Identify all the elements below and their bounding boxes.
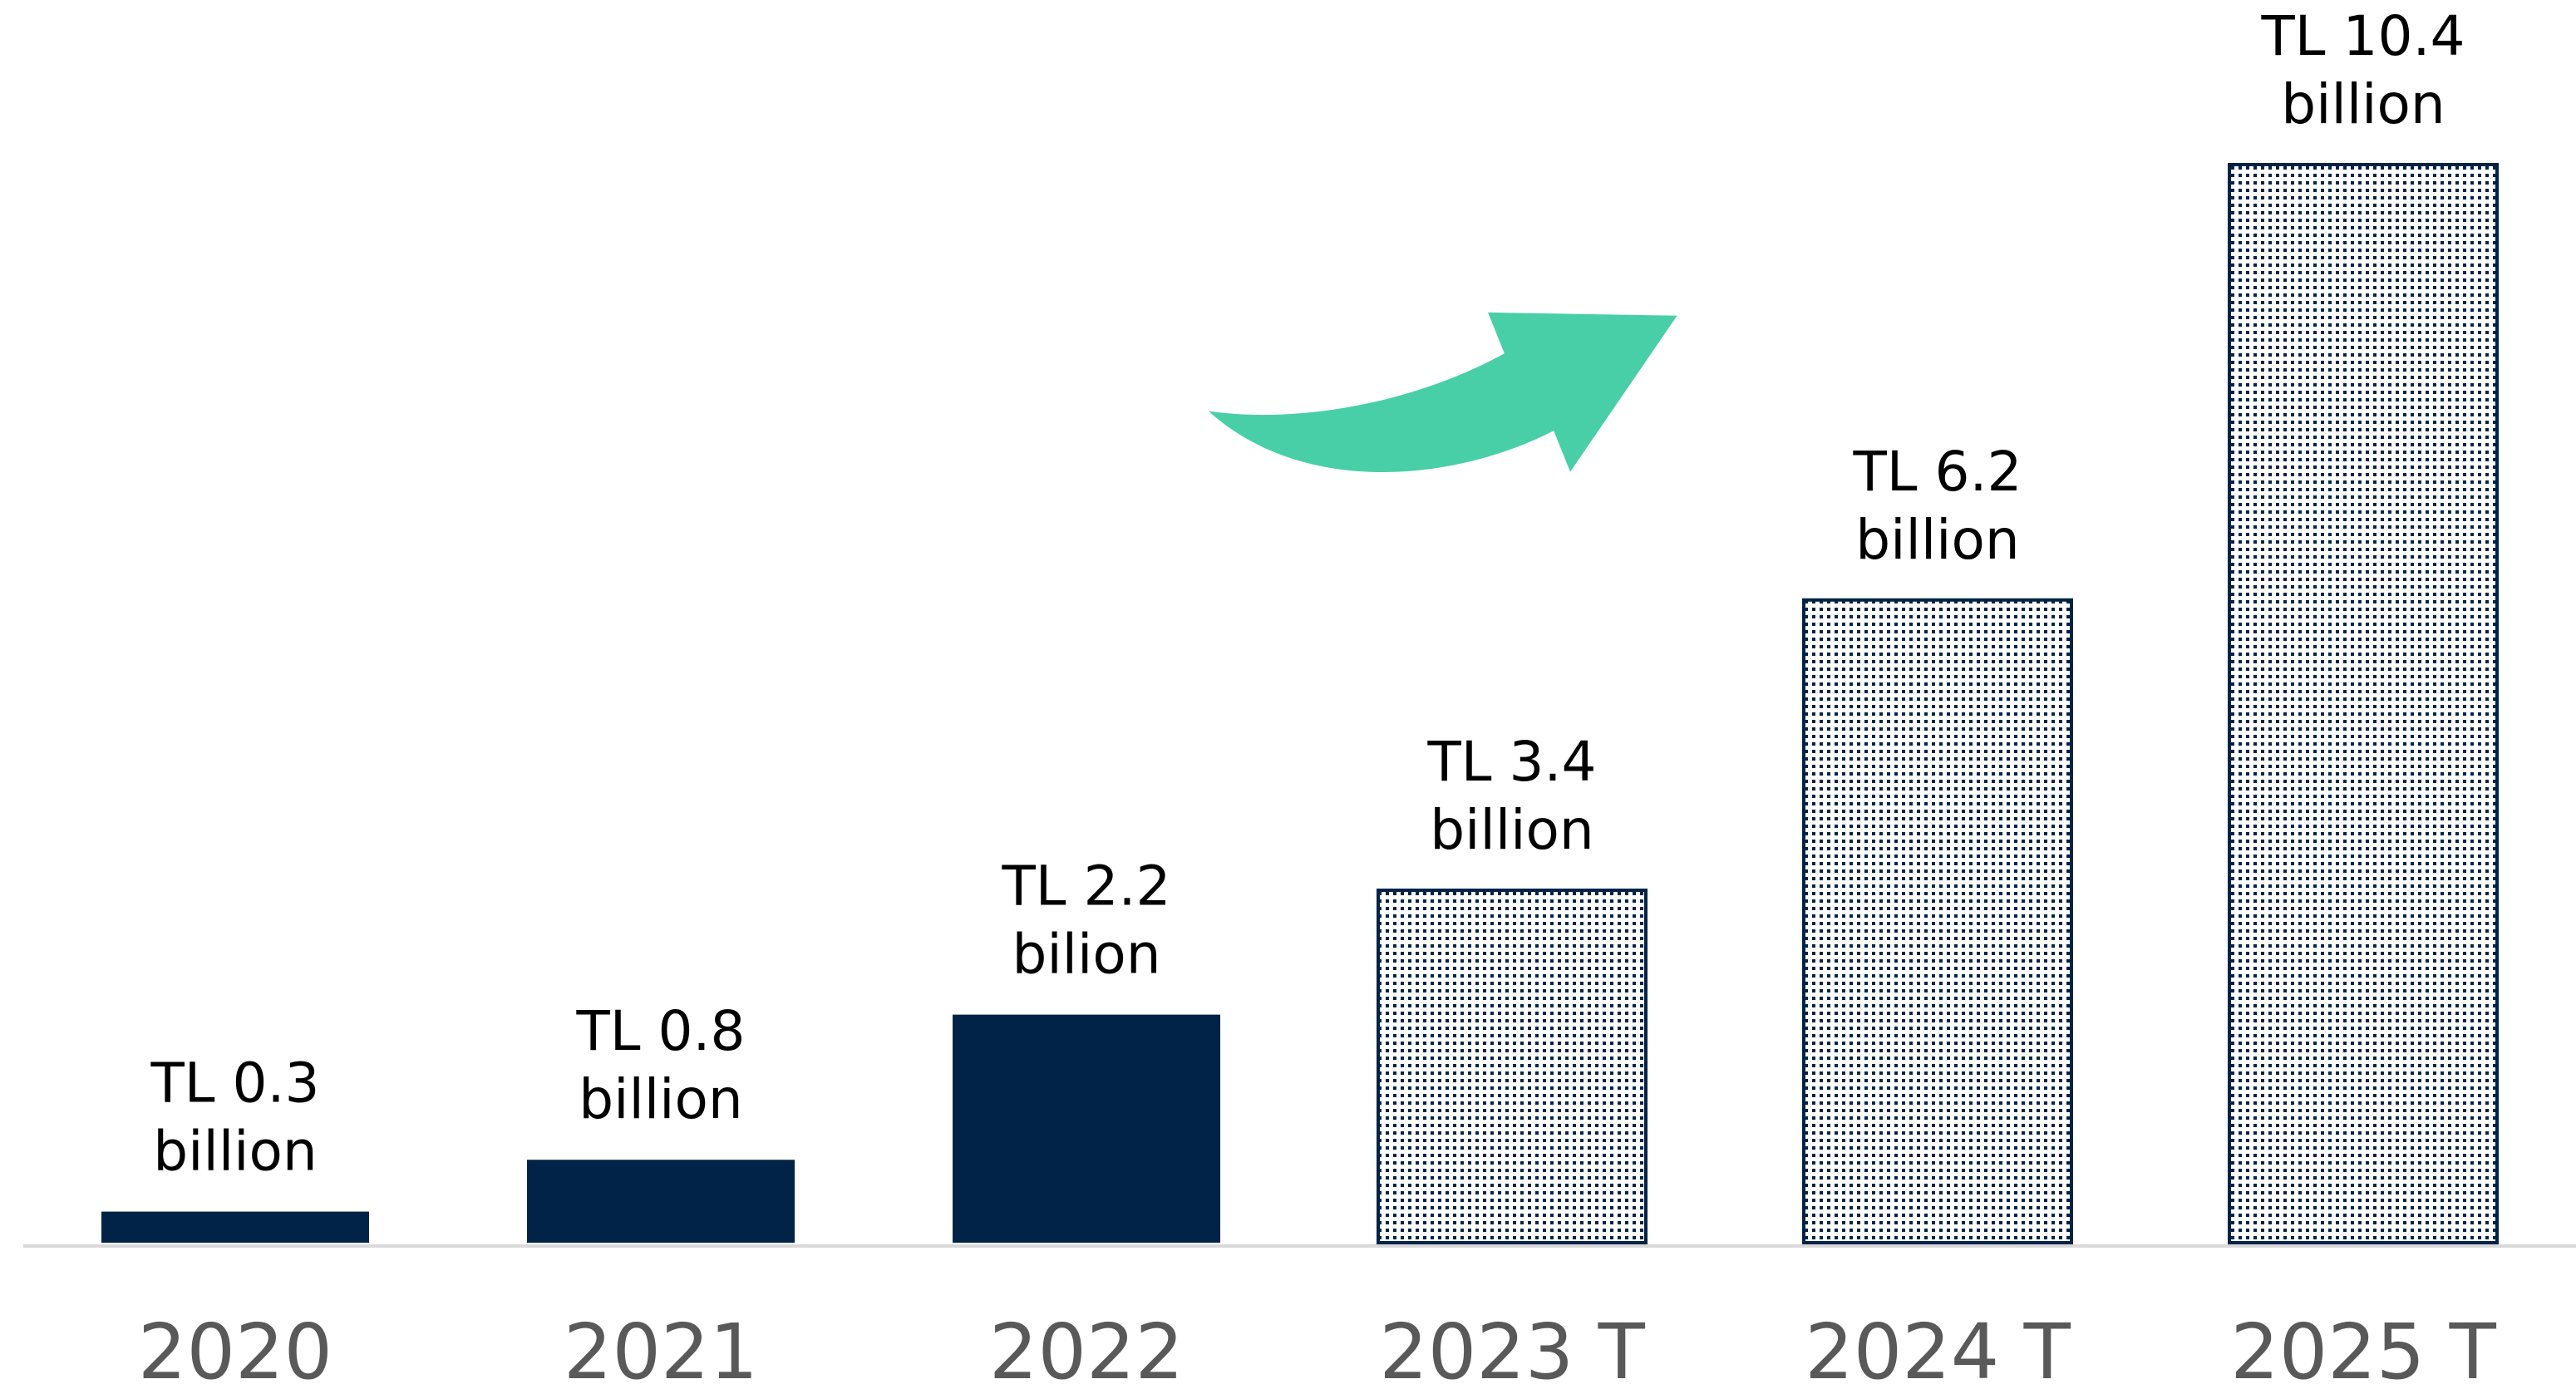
x-tick-label: 2021 <box>564 1308 758 1389</box>
value-label: TL 10.4 <box>2260 4 2465 68</box>
bar <box>527 1160 795 1243</box>
value-label: TL 6.2 <box>1852 440 2022 504</box>
value-label: billion <box>579 1067 742 1131</box>
value-label: TL 3.4 <box>1426 730 1596 794</box>
bar <box>101 1211 369 1243</box>
x-tick-label: 2020 <box>138 1308 332 1389</box>
bar <box>2228 163 2499 1244</box>
value-label: billion <box>2281 72 2445 136</box>
value-label: TL 0.3 <box>150 1052 319 1116</box>
x-tick-label: 2024 T <box>1805 1308 2071 1389</box>
value-label: billion <box>153 1120 317 1184</box>
x-tick-label: 2025 T <box>2230 1308 2496 1389</box>
value-label: TL 0.8 <box>575 999 745 1063</box>
value-label: bilion <box>1012 923 1160 987</box>
x-tick-label: 2022 <box>989 1308 1184 1389</box>
value-label: TL 2.2 <box>1001 855 1170 919</box>
bar <box>953 1014 1220 1243</box>
value-label: billion <box>1430 798 1593 862</box>
x-tick-label: 2023 T <box>1379 1308 1645 1389</box>
bar <box>1802 598 2073 1244</box>
bar <box>1377 888 1648 1244</box>
value-label: billion <box>1855 508 2019 572</box>
trend-arrow <box>1208 312 1677 473</box>
